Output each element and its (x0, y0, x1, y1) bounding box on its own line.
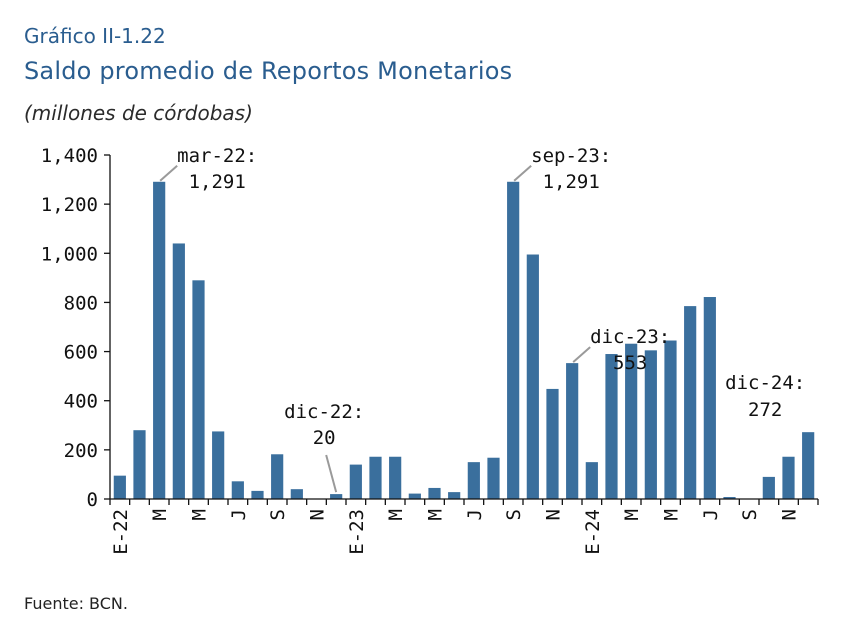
y-tick-label: 1,000 (41, 243, 98, 265)
bar (113, 475, 126, 499)
bar (389, 456, 402, 499)
bar (546, 388, 559, 499)
x-tick-label: M (425, 509, 447, 520)
chart-kicker: Gráfico II-1.22 (24, 24, 166, 48)
bar (330, 494, 343, 499)
bar (428, 487, 441, 499)
y-tick-label: 200 (64, 440, 98, 462)
bar (467, 462, 480, 499)
annotation-label: dic-23: (590, 326, 670, 348)
bar (133, 430, 146, 499)
x-tick-label: N (779, 509, 801, 520)
annotation-value: 1,291 (189, 171, 246, 193)
bar (271, 454, 284, 499)
chart-units: (millones de córdobas) (24, 101, 253, 125)
bar (231, 481, 244, 499)
x-tick-label: E-22 (110, 509, 132, 555)
annotation-leader-line (159, 165, 178, 182)
bar (605, 354, 618, 499)
x-tick-label: J (464, 509, 486, 520)
annotation-label: mar-22: (177, 145, 257, 167)
x-tick-label: M (385, 509, 407, 520)
bar (625, 343, 638, 499)
bar (664, 340, 677, 499)
chart-title: Saldo promedio de Reportos Monetarios (24, 57, 513, 85)
bar (487, 457, 500, 499)
y-tick-label: 600 (64, 342, 98, 364)
bar (448, 492, 461, 499)
bar (251, 490, 264, 499)
y-tick-label: 1,400 (41, 145, 98, 167)
annotation-value: 20 (313, 427, 336, 449)
annotation-label: dic-24: (725, 372, 805, 394)
bar (153, 181, 166, 499)
bar (566, 363, 579, 499)
annotation-leader-line (325, 454, 338, 493)
x-tick-label: N (307, 509, 329, 520)
annotation-leader-line (513, 165, 532, 182)
x-tick-label: S (739, 509, 761, 520)
x-tick-label: E-24 (582, 509, 604, 555)
bar (369, 456, 382, 499)
x-tick-label: J (700, 509, 722, 520)
y-tick-label: 1,200 (41, 194, 98, 216)
y-tick-label: 400 (64, 391, 98, 413)
bar (192, 280, 205, 499)
y-tick-label: 0 (87, 489, 98, 511)
bar (802, 432, 815, 499)
bar (172, 243, 185, 499)
bar (684, 306, 697, 499)
x-tick-label: E-23 (346, 509, 368, 555)
y-tick-label: 800 (64, 292, 98, 314)
x-tick-label: N (543, 509, 565, 520)
x-tick-label: J (228, 509, 250, 520)
bar (212, 431, 225, 499)
annotation-label: sep-23: (531, 145, 611, 167)
bar (782, 456, 795, 499)
bar (585, 462, 598, 499)
x-tick-label: S (503, 509, 525, 520)
x-tick-label: M (621, 509, 643, 520)
bar (703, 297, 716, 499)
bar (349, 464, 362, 499)
bar (408, 493, 421, 499)
bar (526, 254, 539, 499)
bar (290, 489, 303, 499)
annotation-value: 1,291 (543, 171, 600, 193)
source-note: Fuente: BCN. (24, 594, 128, 613)
annotation-value: 272 (748, 399, 782, 421)
x-tick-label: M (661, 509, 683, 520)
bar (644, 350, 657, 499)
x-tick-label: S (267, 509, 289, 520)
x-tick-label: M (149, 509, 171, 520)
annotation-label: dic-22: (284, 401, 364, 423)
annotation-value: 553 (613, 352, 647, 374)
annotation-leader-line (572, 346, 591, 363)
bar (762, 476, 775, 499)
x-tick-label: M (189, 509, 211, 520)
bar (507, 181, 520, 499)
bar (723, 497, 736, 499)
